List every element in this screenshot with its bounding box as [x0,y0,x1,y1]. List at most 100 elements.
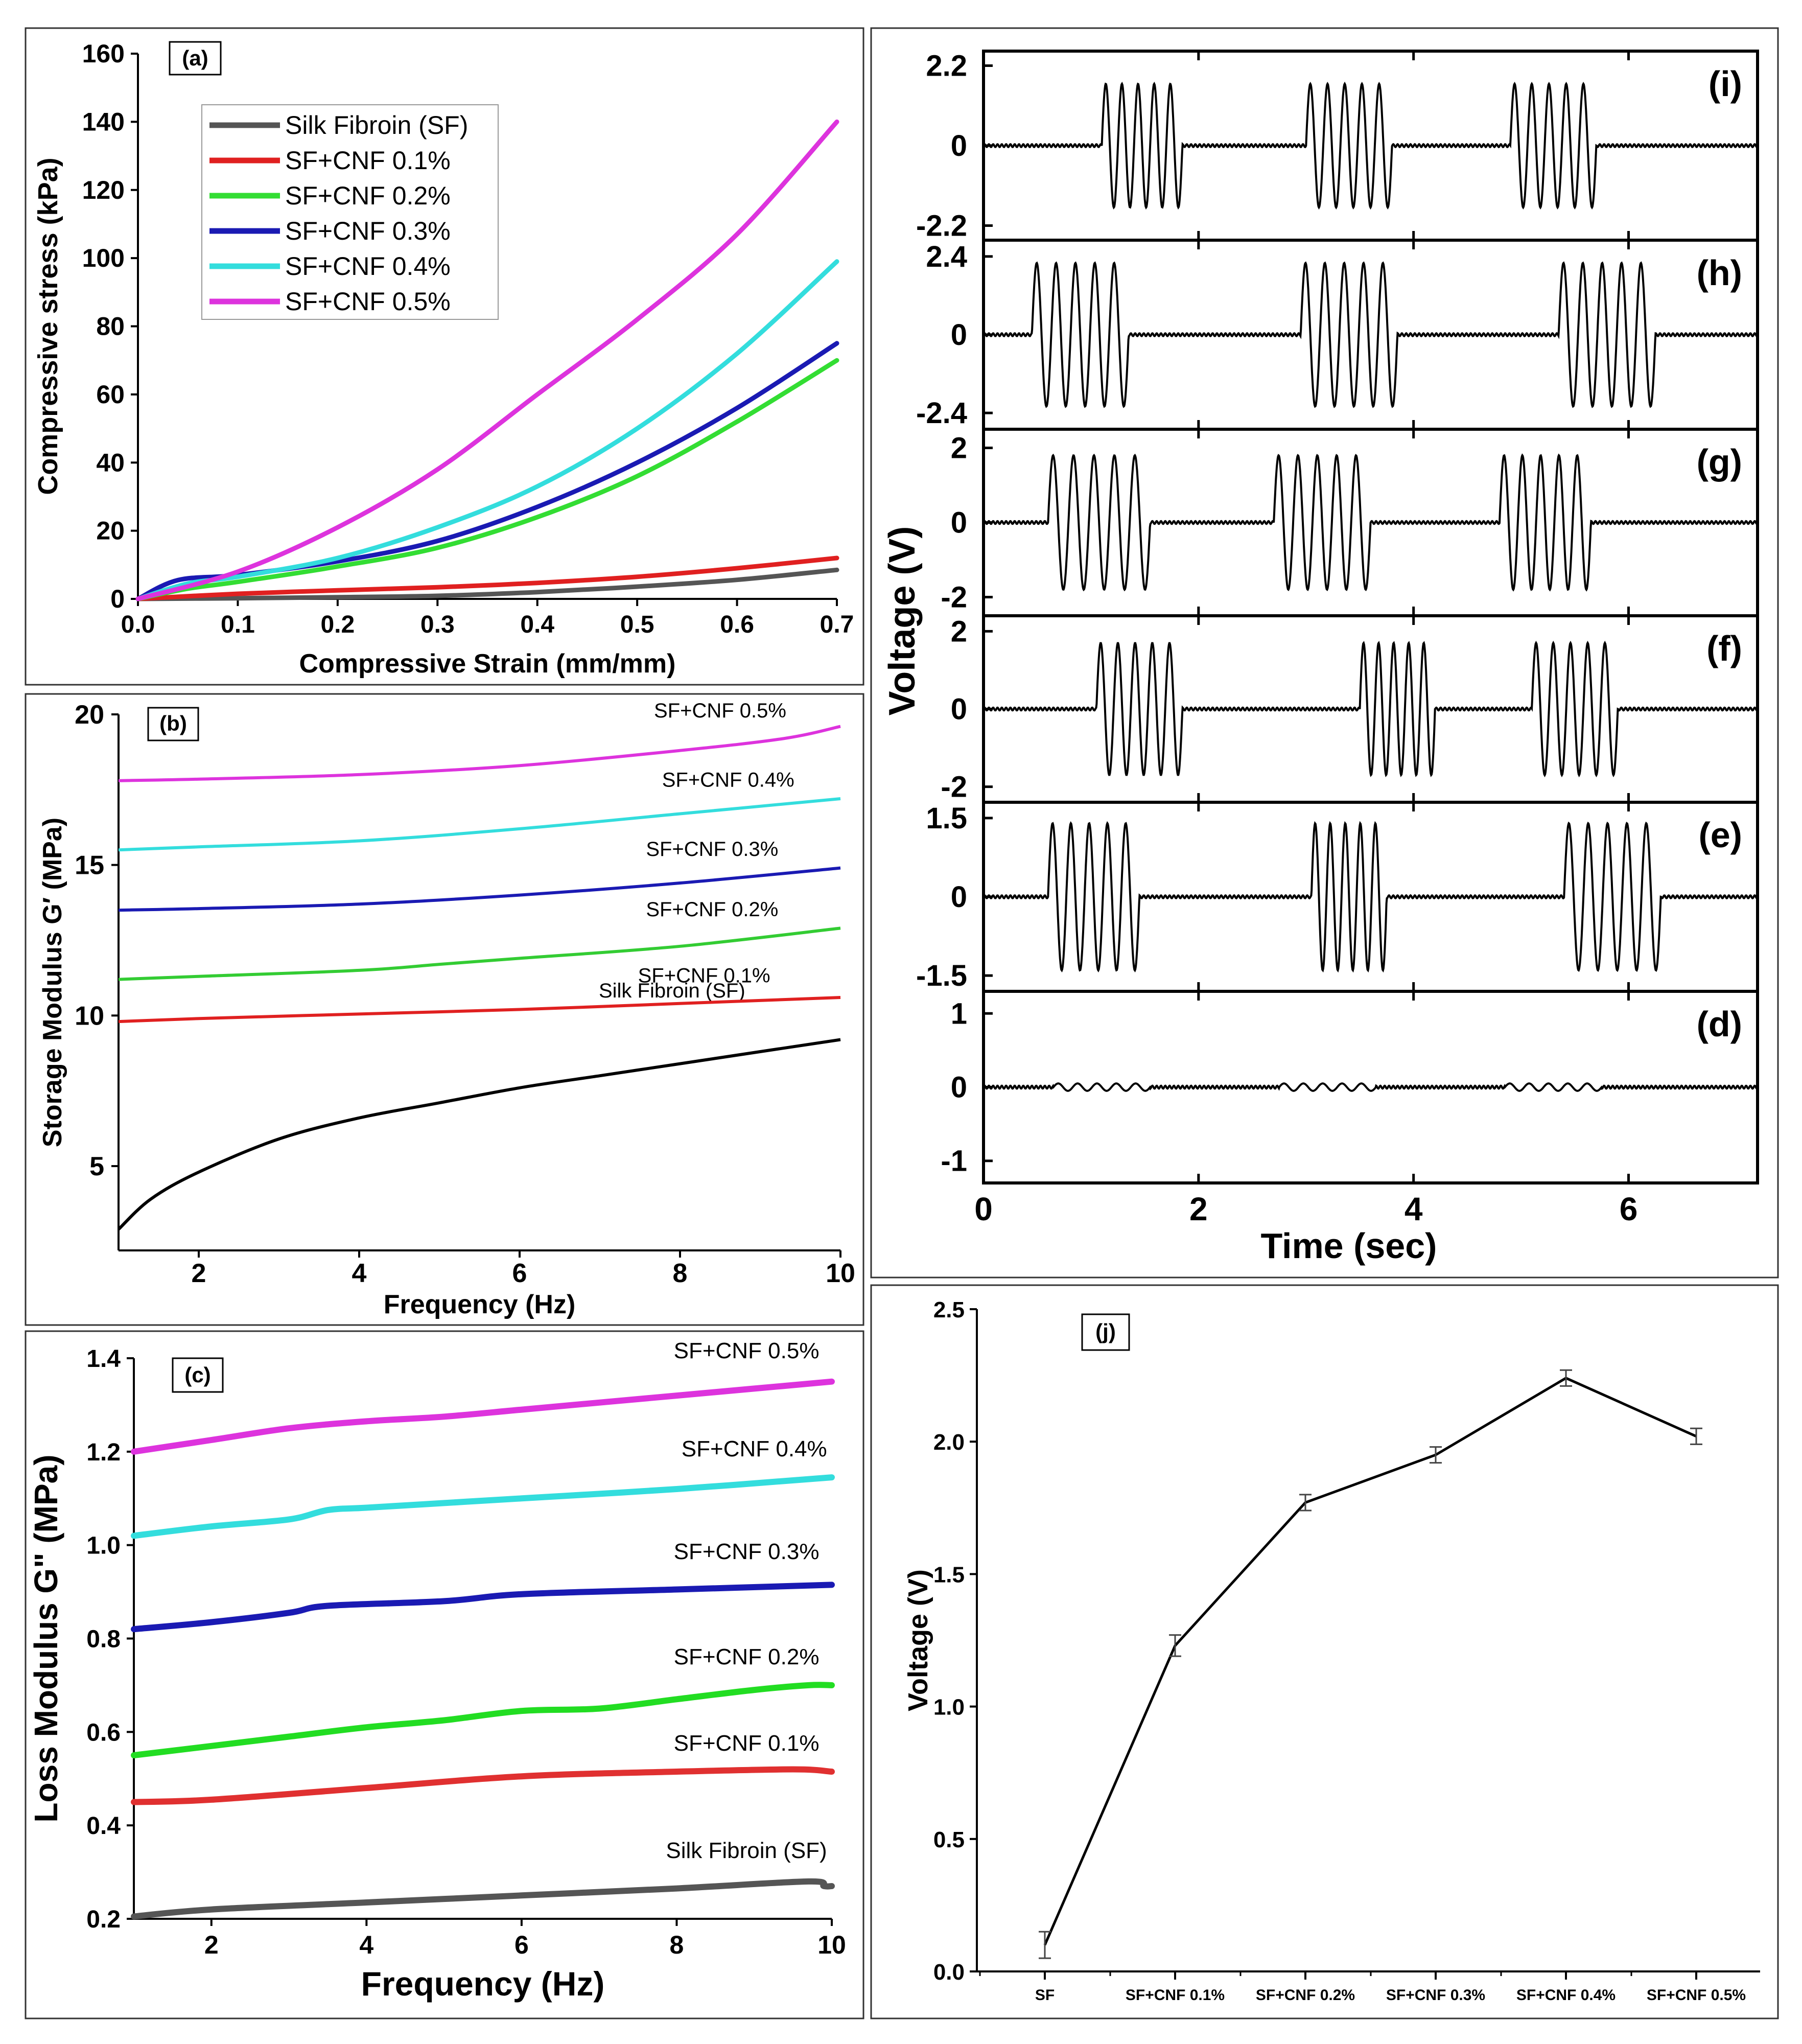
series-label: Silk Fibroin (SF) [599,980,745,1002]
series-line [118,926,841,981]
subplot-d: 1 0 -1 (d) [941,990,1759,1184]
series-line [131,1878,835,1920]
legend-box [201,104,499,320]
legend-label: Silk Fibroin (SF) [285,111,468,140]
subplot-h: 2.4 0 -2.4 (h) [916,239,1759,431]
panel-b-frame [25,693,864,1326]
y-axis-title: Loss Modulus G" (MPa) [28,1454,64,1822]
x-tick-label: 0.4 [520,611,554,638]
y-tick-label: 0 [951,693,967,726]
y-tick-label: 100 [82,244,125,272]
x-tick-label: 8 [673,1259,688,1288]
panel-a-frame [25,27,864,686]
series-line [135,358,839,601]
legend-label: SF+CNF 0.3% [285,217,451,245]
y-tick-label: 1.2 [86,1439,121,1466]
x-tick-label: 2 [192,1259,206,1288]
subplot-label: (e) [1698,815,1742,855]
x-tick-label: 0.0 [121,611,155,638]
panel-label: (b) [159,711,187,735]
series-line [118,866,841,912]
series-label: SF+CNF 0.4% [682,1436,827,1461]
y-tick-label: -2 [941,581,967,614]
x-tick-label: 0 [974,1191,993,1227]
x-tick-label: 8 [670,1931,684,1959]
series-line [131,1474,835,1539]
series-line [118,996,841,1024]
y-tick-label: 0 [951,318,967,352]
x-tick-label: SF+CNF 0.3% [1386,1987,1485,2004]
x-tick-label: SF [1035,1987,1055,2004]
series-line [131,1582,835,1633]
series-line [135,119,839,601]
voltage-signal [982,81,1759,210]
legend-label: SF+CNF 0.5% [285,287,451,316]
y-axis-title: Storage Modulus G′ (MPa) [38,818,67,1147]
x-tick-label: 4 [352,1259,367,1288]
y-tick-label: 2.5 [933,1297,965,1322]
y-tick-label: 0.6 [86,1719,121,1746]
series-line [117,1038,841,1230]
x-tick-label: SF+CNF 0.2% [1256,1987,1355,2004]
y-tick-label: 20 [75,700,104,730]
series-line [131,1682,835,1758]
y-tick-label: -1 [941,1145,967,1178]
y-axis-title: Compressive stress (kPa) [33,157,63,495]
y-tick-label: 1.4 [86,1345,121,1373]
panel-label-box [169,41,222,76]
y-tick-label: 1.0 [933,1695,965,1720]
y-tick-label: 0.2 [86,1906,121,1933]
y-tick-label: 10 [75,1001,104,1031]
y-tick-label: 0.5 [933,1827,965,1852]
y-tick-label: 20 [96,517,125,545]
y-axis-title: Voltage (V) [882,526,923,716]
x-axis-title: Frequency (Hz) [384,1290,576,1319]
panel-d-i: 2.2 0 -2.2 (i) 2.4 0 -2.4 (h) 2 0 -2 (g) 2 0 -2 (f) 1.5 0… [870,27,1779,1279]
panel-label-box [172,1357,224,1393]
y-tick-label: 0.8 [86,1626,121,1653]
subplot-f: 2 0 -2 (f) [941,614,1759,804]
y-tick-label: 2 [951,615,967,648]
x-tick-label: 2 [1189,1191,1208,1227]
x-tick-label: 6 [512,1259,527,1288]
x-tick-label: 10 [826,1259,855,1288]
panel-label-box [1081,1313,1130,1351]
legend: Silk Fibroin (SF) SF+CNF 0.1% SF+CNF 0.2% S… [201,104,499,320]
series-label: SF+CNF 0.5% [674,1338,820,1363]
y-tick-label: 40 [96,448,125,477]
panel-c: 0.2 0.4 0.6 0.8 1.0 1.2 1.4 2 4 6 8 10 Frequency (Hz… [25,1330,864,2019]
y-tick-label: -1.5 [916,959,967,992]
legend-label: SF+CNF 0.4% [285,252,451,281]
x-tick-label: SF+CNF 0.4% [1516,1987,1616,2004]
panel-b: 5 10 15 20 2 4 6 8 10 Frequency (Hz) Storage Modul… [25,693,864,1326]
panel-c-frame [25,1330,864,2019]
series-line [135,341,839,601]
x-tick-label: 0.2 [320,611,355,638]
subplot-g: 2 0 -2 (g) [941,428,1759,617]
subplot-e: 1.5 0 -1.5 (e) [916,801,1759,993]
subplot-label: (i) [1709,64,1742,104]
y-tick-label: 5 [89,1152,104,1181]
y-tick-label: -2 [941,771,967,804]
voltage-line [1043,1376,1697,1946]
y-tick-label: 0 [110,585,125,613]
y-axis-title: Voltage (V) [903,1569,933,1711]
panel-j: 0.0 0.5 1.0 1.5 2.0 2.5 SF SF+CNF 0.1% SF+CNF 0.… [870,1284,1779,2019]
legend-label: SF+CNF 0.2% [285,181,451,210]
x-tick-label: 4 [359,1931,373,1959]
series-line [118,797,841,852]
series-line [135,567,839,601]
panel-a: 0 20 40 60 80 100 120 140 160 0.0 0.1 0.2 0.3 0.4 0.5 0… [25,27,864,686]
legend-label: SF+CNF 0.1% [285,146,451,175]
series-label: SF+CNF 0.1% [674,1731,820,1756]
series-line [135,259,839,601]
y-tick-label: 2.0 [933,1430,965,1455]
series-label: SF+CNF 0.2% [674,1644,820,1669]
subplot-label: (d) [1697,1004,1742,1044]
y-tick-label: 120 [82,176,125,204]
x-tick-label: 0.1 [221,611,255,638]
x-axis-title: Frequency (Hz) [361,1965,605,2003]
y-tick-label: 0 [951,129,967,162]
subplot-i: 2.2 0 -2.2 (i) [916,49,1759,243]
